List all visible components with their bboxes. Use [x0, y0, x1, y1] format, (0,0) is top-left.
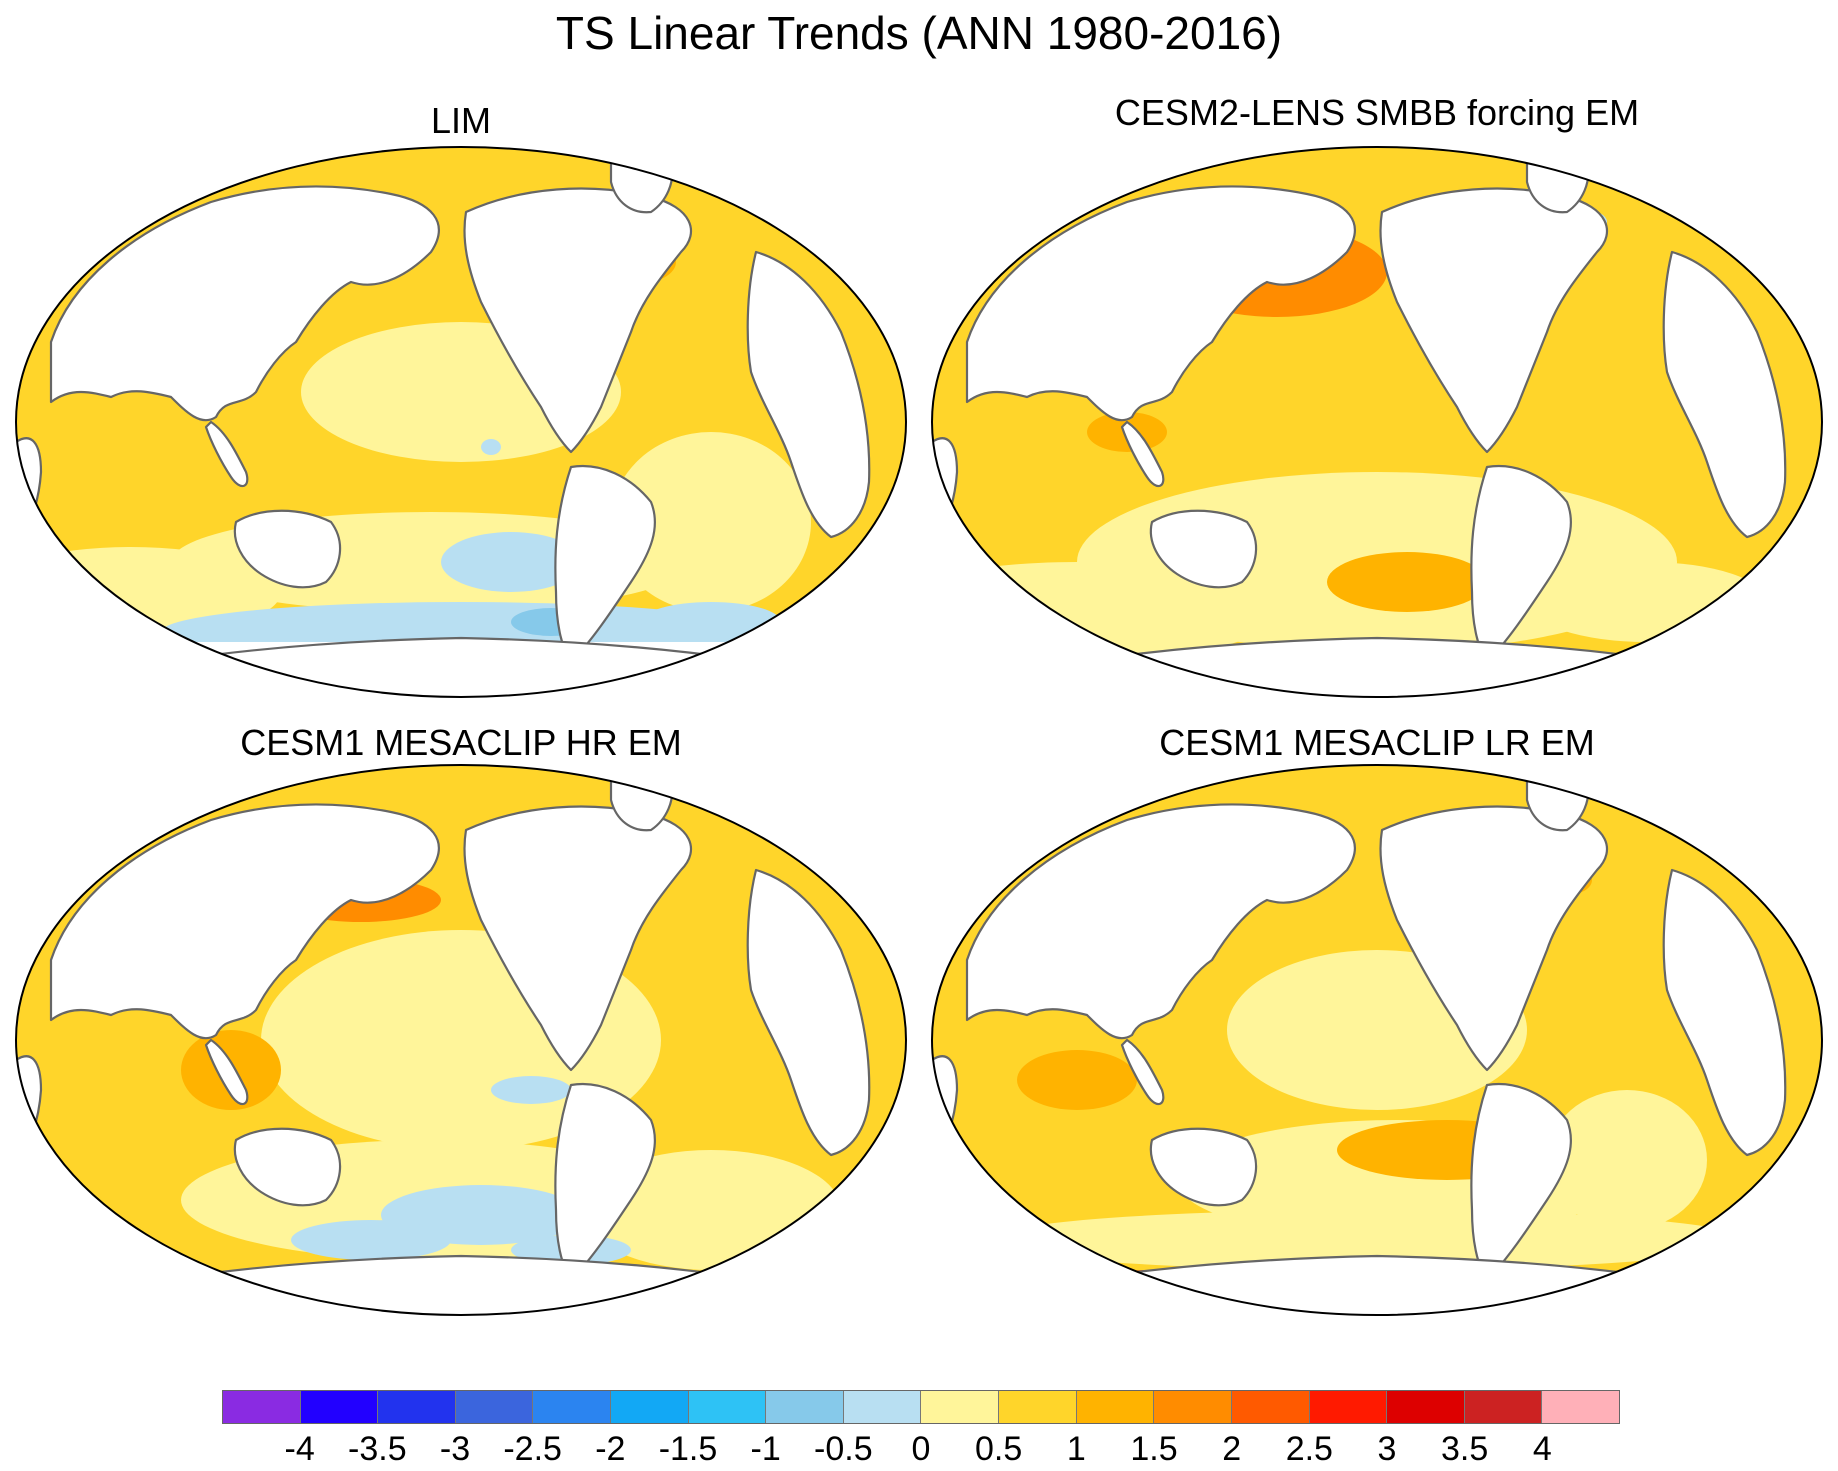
map-panel-mesaclip-hr — [15, 764, 907, 1316]
colorbar-tick-label: -1 — [750, 1430, 781, 1468]
trend-region — [987, 1210, 1747, 1270]
map-panel-cesm2-lens — [931, 146, 1823, 698]
continent-south-america — [1470, 1082, 1572, 1282]
colorbar-tick-label: 1 — [1066, 1430, 1086, 1468]
trend-region — [1327, 552, 1487, 612]
colorbar-tick-label: -3 — [439, 1430, 471, 1468]
colorbar-cell — [1154, 1391, 1232, 1423]
continent-southeast-asia — [1120, 420, 1165, 488]
colorbar-cell — [611, 1391, 689, 1423]
trend-region — [491, 1076, 571, 1104]
map-border — [931, 146, 1823, 698]
continent-australia — [233, 509, 342, 589]
continent-europe-africa-west — [746, 250, 871, 539]
trend-region — [641, 602, 781, 642]
map-border — [15, 146, 907, 698]
figure-title: TS Linear Trends (ANN 1980-2016) — [555, 7, 1283, 59]
colorbar-cell — [999, 1391, 1077, 1423]
continent-eurasia — [49, 185, 440, 422]
continent-south-america — [554, 1082, 656, 1282]
colorbar-tick-label: -0.5 — [814, 1430, 873, 1468]
colorbar-cell — [921, 1391, 1000, 1423]
panel-title-mesaclip-hr: CESM1 MESACLIP HR EM — [240, 722, 682, 763]
continent-europe-africa-west — [1662, 250, 1787, 539]
colorbar-cell — [300, 1391, 379, 1423]
colorbar-cell — [1387, 1391, 1465, 1423]
trend-region — [611, 432, 811, 612]
panel-title-cesm2-lens: CESM2-LENS SMBB forcing EM — [1114, 92, 1640, 133]
colorbar-cell — [1542, 1391, 1619, 1423]
colorbar-tick-label: 0.5 — [975, 1430, 1023, 1468]
colorbar-tick-label: 1.5 — [1130, 1430, 1178, 1468]
colorbar-tick-label: 2 — [1222, 1430, 1242, 1468]
trend-region — [481, 439, 501, 455]
colorbar-tick-label: 3.5 — [1441, 1430, 1489, 1468]
colorbar-tick-label: -4 — [284, 1430, 315, 1468]
colorbar-tick-label: 2.5 — [1285, 1430, 1333, 1468]
continent-eurasia — [49, 803, 440, 1040]
colorbar-tick-label: 0 — [911, 1430, 931, 1468]
colorbar-cell — [1231, 1391, 1310, 1423]
trend-region — [1527, 562, 1767, 642]
colorbar-tick-label: -2 — [595, 1430, 626, 1468]
continent-europe-africa-west — [1662, 868, 1787, 1157]
continent-eurasia — [965, 185, 1356, 422]
colorbar-cell — [455, 1391, 534, 1423]
colorbar-cell — [688, 1391, 767, 1423]
continent-australia — [1149, 509, 1258, 589]
trend-region — [291, 1220, 451, 1260]
panel-title-lim: LIM — [430, 100, 491, 141]
map-border — [931, 764, 1823, 1316]
continent-eurasia — [965, 803, 1356, 1040]
colorbar-tick-label: 4 — [1532, 1430, 1552, 1468]
colorbar — [222, 1390, 1620, 1424]
colorbar-cell — [223, 1391, 301, 1423]
continent-south-america — [1470, 464, 1572, 664]
trend-region — [1017, 1050, 1137, 1110]
map-panel-lim — [15, 146, 907, 698]
colorbar-cell — [533, 1391, 612, 1423]
continent-south-america — [554, 464, 656, 664]
continent-europe-africa-west — [746, 868, 871, 1157]
trend-region — [441, 532, 581, 592]
continent-australia — [233, 1127, 342, 1207]
trend-region — [1547, 1090, 1707, 1230]
panel-title-mesaclip-lr: CESM1 MESACLIP LR EM — [1159, 722, 1595, 763]
colorbar-cell — [766, 1391, 844, 1423]
colorbar-cell — [843, 1391, 922, 1423]
colorbar-tick-label: -2.5 — [503, 1430, 562, 1468]
colorbar-cell — [1309, 1391, 1388, 1423]
colorbar-cell — [1076, 1391, 1155, 1423]
colorbar-cell — [1464, 1391, 1543, 1423]
map-panel-mesaclip-lr — [931, 764, 1823, 1316]
colorbar-tick-label: 3 — [1377, 1430, 1397, 1468]
continent-southeast-asia — [1120, 1038, 1165, 1106]
continent-southeast-asia — [204, 420, 249, 488]
colorbar-tick-label: -3.5 — [348, 1430, 407, 1468]
map-border — [15, 764, 907, 1316]
colorbar-cell — [378, 1391, 456, 1423]
continent-southeast-asia — [204, 1038, 249, 1106]
continent-australia — [1149, 1127, 1258, 1207]
colorbar-tick-label: -1.5 — [658, 1430, 718, 1468]
